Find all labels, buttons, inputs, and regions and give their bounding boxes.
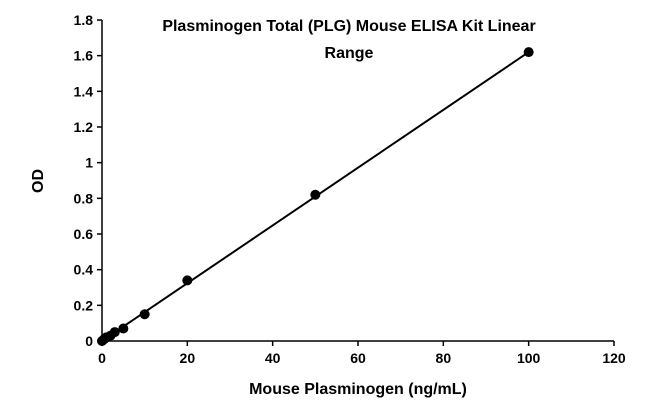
data-point xyxy=(139,309,150,320)
data-point xyxy=(118,323,129,334)
x-tick-label: 60 xyxy=(350,350,366,366)
x-tick-label: 80 xyxy=(436,350,452,366)
y-axis-label: OD xyxy=(30,169,47,193)
y-tick-label: 1.4 xyxy=(74,83,94,99)
chart-title-line-1: Plasminogen Total (PLG) Mouse ELISA Kit … xyxy=(162,18,535,35)
data-point xyxy=(523,47,534,58)
data-point xyxy=(182,275,193,286)
x-axis-label: Mouse Plasminogen (ng/mL) xyxy=(249,381,467,398)
x-tick-label: 120 xyxy=(602,350,626,366)
y-tick-label: 0.2 xyxy=(74,297,94,313)
chart-title-line-2: Range xyxy=(325,45,374,62)
data-point xyxy=(109,327,120,338)
y-tick-label: 0 xyxy=(85,333,93,349)
data-point xyxy=(310,189,321,200)
y-tick-label: 1 xyxy=(85,155,93,171)
x-tick-label: 20 xyxy=(180,350,196,366)
x-tick-label: 0 xyxy=(98,350,106,366)
chart-title: Plasminogen Total (PLG) Mouse ELISA Kit … xyxy=(162,18,535,62)
x-tick-label: 100 xyxy=(517,350,541,366)
y-tick-label: 0.4 xyxy=(74,262,94,278)
y-tick-label: 0.8 xyxy=(74,190,94,206)
y-tick-label: 0.6 xyxy=(74,226,94,242)
axis-ticks: 0 20 40 60 80 100 120 0 0.2 0.4 0.6 0.8 1 1.2 1.4 1.6 1.… xyxy=(74,12,626,366)
y-tick-label: 1.6 xyxy=(74,48,94,64)
x-tick-label: 40 xyxy=(265,350,281,366)
y-tick-label: 1.2 xyxy=(74,119,94,135)
y-tick-label: 1.8 xyxy=(74,12,94,28)
data-points xyxy=(97,47,534,346)
